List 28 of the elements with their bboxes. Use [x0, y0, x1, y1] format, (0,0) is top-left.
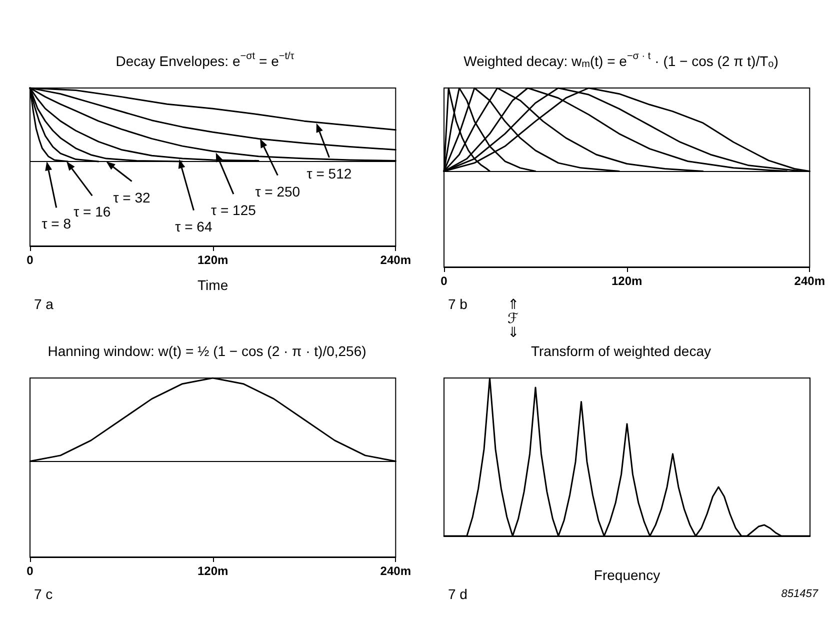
chart-title: Decay Envelopes: e$^{−σt}$ = e$^{−t/τ}$ [114, 50, 296, 71]
annotation: τ = 64 [175, 218, 212, 234]
chart-title: Transform of weighted decay [530, 343, 711, 359]
text: 7 c [34, 586, 53, 602]
x-tick-label: 0 [440, 274, 448, 288]
x-tick-label: 120m [197, 564, 228, 578]
text: 7 d [448, 586, 468, 602]
x-tick-label: 0 [26, 564, 34, 578]
annotation: τ = 250 [255, 183, 300, 200]
text: ⇑ ℱ ⇓ [507, 296, 520, 340]
text: 7 b [448, 296, 468, 314]
x-tick-label: 120m [611, 274, 642, 288]
text: 851457 [781, 587, 818, 601]
chart-title: Hanning window: w(t) = ½ (1 − cos (2 · π · t)/0,256) [46, 342, 368, 361]
chart-title: Weighted decay: w$_{m}$(t) = e$^{−σ · t}$ · (1 − cos (2 π t)/T$_{o}$) [462, 50, 780, 72]
x-axis-title: Frequency [594, 567, 660, 583]
x-tick-label: 240m [380, 253, 412, 267]
x-tick-label: 240m [794, 274, 826, 288]
x-tick-label: 0 [26, 253, 34, 267]
x-axis-title: Time [198, 277, 228, 293]
text: 7 a [34, 296, 54, 312]
x-tick-label: 240m [380, 564, 412, 578]
x-tick-label: 120m [197, 253, 228, 267]
annotation: τ = 125 [211, 202, 256, 218]
annotation: τ = 8 [42, 216, 72, 232]
annotation: τ = 16 [74, 204, 111, 220]
annotation: τ = 512 [306, 165, 352, 182]
annotation: τ = 32 [113, 189, 151, 206]
